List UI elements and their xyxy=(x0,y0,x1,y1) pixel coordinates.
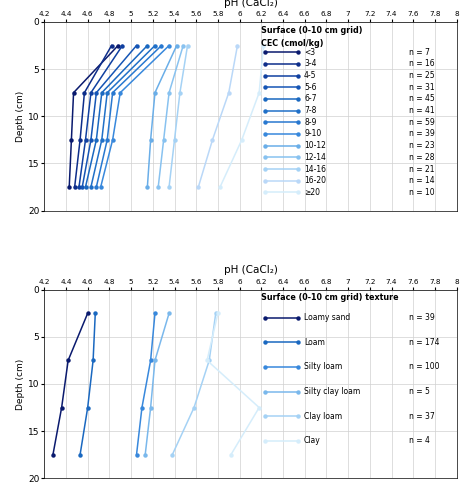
Line: 2 pts: 2 pts xyxy=(263,316,300,320)
Text: n = 14: n = 14 xyxy=(409,176,435,185)
Text: Silty clay loam: Silty clay loam xyxy=(304,387,360,396)
Text: 5-6: 5-6 xyxy=(304,82,316,92)
Line: 2 pts: 2 pts xyxy=(263,190,300,195)
Text: CEC (cmol/kg): CEC (cmol/kg) xyxy=(261,39,323,48)
Text: n = 59: n = 59 xyxy=(409,118,435,127)
Text: n = 23: n = 23 xyxy=(409,141,435,150)
Text: n = 16: n = 16 xyxy=(409,60,435,68)
Text: n = 39: n = 39 xyxy=(409,313,435,323)
Line: 2 pts: 2 pts xyxy=(263,143,300,148)
Text: 6-7: 6-7 xyxy=(304,94,316,103)
Y-axis label: Depth (cm): Depth (cm) xyxy=(16,358,25,409)
Text: Clay: Clay xyxy=(304,436,321,445)
Text: Silty loam: Silty loam xyxy=(304,363,343,371)
Text: n = 5: n = 5 xyxy=(409,387,430,396)
Line: 2 pts: 2 pts xyxy=(263,414,300,418)
Text: n = 31: n = 31 xyxy=(409,82,435,92)
Text: n = 4: n = 4 xyxy=(409,436,430,445)
Text: n = 25: n = 25 xyxy=(409,71,435,80)
Text: 4-5: 4-5 xyxy=(304,71,316,80)
Line: 2 pts: 2 pts xyxy=(263,365,300,369)
Text: 3-4: 3-4 xyxy=(304,60,316,68)
Text: 14-16: 14-16 xyxy=(304,164,326,174)
Text: n = 174: n = 174 xyxy=(409,338,440,347)
Line: 2 pts: 2 pts xyxy=(263,50,300,54)
Y-axis label: Depth (cm): Depth (cm) xyxy=(16,91,25,142)
Text: 16-20: 16-20 xyxy=(304,176,326,185)
Line: 2 pts: 2 pts xyxy=(263,132,300,136)
Text: Loam: Loam xyxy=(304,338,325,347)
Text: n = 21: n = 21 xyxy=(409,164,435,174)
Text: Loamy sand: Loamy sand xyxy=(304,313,350,323)
Line: 2 pts: 2 pts xyxy=(263,120,300,124)
Title: pH (CaCl₂): pH (CaCl₂) xyxy=(224,0,277,7)
Line: 2 pts: 2 pts xyxy=(263,61,300,66)
Text: Surface (0-10 cm grid) texture: Surface (0-10 cm grid) texture xyxy=(261,293,398,303)
Text: 8-9: 8-9 xyxy=(304,118,316,127)
Text: n = 39: n = 39 xyxy=(409,129,435,139)
Text: 7-8: 7-8 xyxy=(304,106,316,115)
Line: 2 pts: 2 pts xyxy=(263,389,300,394)
Text: n = 10: n = 10 xyxy=(409,188,435,197)
Line: 2 pts: 2 pts xyxy=(263,155,300,160)
Text: ≥20: ≥20 xyxy=(304,188,320,197)
Text: n = 41: n = 41 xyxy=(409,106,435,115)
Text: n = 100: n = 100 xyxy=(409,363,440,371)
Line: 2 pts: 2 pts xyxy=(263,73,300,78)
Text: n = 37: n = 37 xyxy=(409,411,435,421)
Text: n = 7: n = 7 xyxy=(409,48,430,57)
Text: n = 45: n = 45 xyxy=(409,94,435,103)
Line: 2 pts: 2 pts xyxy=(263,438,300,443)
Line: 2 pts: 2 pts xyxy=(263,108,300,113)
Text: n = 28: n = 28 xyxy=(409,153,435,162)
Title: pH (CaCl₂): pH (CaCl₂) xyxy=(224,265,277,275)
Line: 2 pts: 2 pts xyxy=(263,85,300,89)
Text: 12-14: 12-14 xyxy=(304,153,326,162)
Line: 2 pts: 2 pts xyxy=(263,179,300,183)
Text: Clay loam: Clay loam xyxy=(304,411,342,421)
Text: <3: <3 xyxy=(304,48,315,57)
Text: Surface (0-10 cm grid): Surface (0-10 cm grid) xyxy=(261,26,362,35)
Line: 2 pts: 2 pts xyxy=(263,167,300,171)
Line: 2 pts: 2 pts xyxy=(263,97,300,101)
Text: 9-10: 9-10 xyxy=(304,129,322,139)
Text: 10-12: 10-12 xyxy=(304,141,326,150)
Line: 2 pts: 2 pts xyxy=(263,340,300,345)
